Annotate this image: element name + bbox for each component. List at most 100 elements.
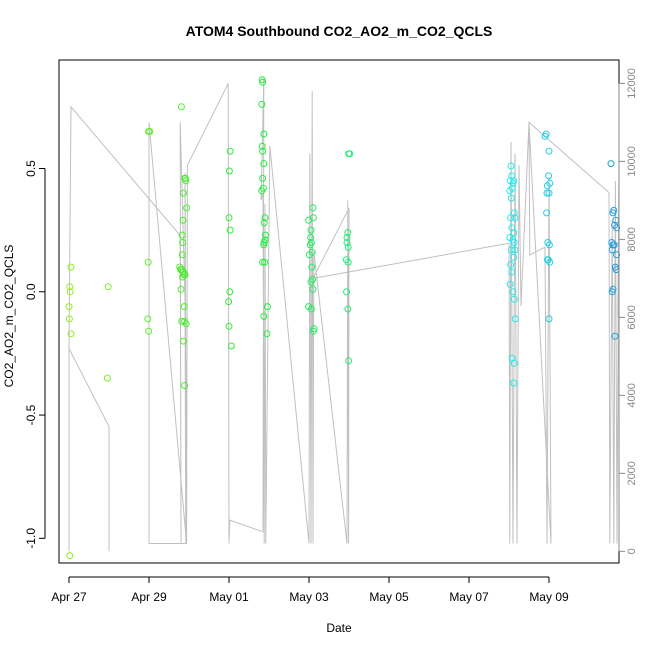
data-point xyxy=(543,189,551,197)
y2-tick-label: 4000 xyxy=(626,383,638,407)
data-point xyxy=(507,214,515,222)
x-tick-label: May 03 xyxy=(289,590,329,604)
data-point xyxy=(307,234,315,241)
altitude-line-series xyxy=(68,79,620,552)
data-point xyxy=(510,239,518,246)
data-point xyxy=(66,283,74,291)
x-tick-label: Apr 29 xyxy=(131,590,167,604)
data-point xyxy=(261,236,269,244)
data-point xyxy=(343,239,351,246)
data-point xyxy=(183,204,191,212)
data-point xyxy=(546,258,554,266)
data-point xyxy=(144,258,152,266)
data-point xyxy=(261,231,269,239)
data-point xyxy=(308,263,316,271)
data-point xyxy=(344,243,352,251)
data-point xyxy=(260,130,268,138)
data-point xyxy=(182,320,190,328)
data-point xyxy=(145,327,153,335)
data-point xyxy=(146,128,154,135)
data-point xyxy=(545,189,553,197)
data-point xyxy=(179,189,187,197)
data-point xyxy=(309,327,317,335)
data-point xyxy=(67,330,75,338)
altitude-line-layer xyxy=(68,79,620,552)
data-point xyxy=(507,246,515,254)
data-point xyxy=(104,283,112,291)
data-point xyxy=(260,241,268,249)
data-point xyxy=(225,214,233,222)
data-point xyxy=(67,263,75,271)
data-point xyxy=(103,374,111,382)
data-point xyxy=(263,330,271,338)
data-point xyxy=(507,162,515,170)
data-point xyxy=(180,303,188,311)
data-point xyxy=(178,251,186,259)
data-point xyxy=(258,142,266,150)
data-point xyxy=(510,253,518,261)
data-point xyxy=(178,231,186,239)
data-point xyxy=(177,103,185,111)
data-point xyxy=(510,209,518,217)
data-point xyxy=(225,298,233,306)
data-point xyxy=(511,315,519,323)
y-tick-label: -1.0 xyxy=(24,528,38,549)
data-point xyxy=(260,160,268,168)
data-point xyxy=(543,209,551,217)
y2-tick-label: 12000 xyxy=(626,68,638,99)
data-point xyxy=(545,147,553,155)
data-point xyxy=(510,379,518,387)
data-point xyxy=(306,241,314,249)
data-point xyxy=(344,305,352,313)
x-tick-label: Apr 27 xyxy=(51,590,87,604)
data-point xyxy=(309,204,317,212)
data-point xyxy=(181,174,189,182)
data-point xyxy=(608,246,616,254)
y-tick-label: 0.5 xyxy=(24,160,38,177)
data-point xyxy=(545,315,553,323)
data-point xyxy=(510,177,518,185)
data-point xyxy=(260,312,268,320)
data-point xyxy=(258,187,266,195)
data-point xyxy=(226,147,234,155)
data-point xyxy=(307,305,315,313)
axes-layer: Apr 27 Apr 29 May 01 May 03 May 05 May 07 May … xyxy=(24,59,638,604)
data-point xyxy=(511,214,519,222)
data-point xyxy=(543,182,551,190)
chart-title: ATOM4 Southbound CO2_AO2_m_CO2_QCLS xyxy=(186,23,493,39)
x-tick-label: May 07 xyxy=(449,590,489,604)
data-point xyxy=(258,76,266,84)
y2-tick-label: 10000 xyxy=(626,146,638,177)
data-point xyxy=(179,216,187,224)
data-point xyxy=(307,226,315,234)
y-tick-label: 0.0 xyxy=(24,283,38,300)
data-point xyxy=(65,303,73,311)
data-point xyxy=(345,357,353,365)
data-point xyxy=(179,337,187,345)
y2-tick-label: 2000 xyxy=(626,461,638,485)
data-point xyxy=(344,229,352,237)
data-point xyxy=(309,275,317,283)
data-point xyxy=(263,303,271,311)
data-point xyxy=(225,167,233,175)
data-point xyxy=(261,258,269,266)
x-tick-label: May 09 xyxy=(529,590,569,604)
data-point xyxy=(607,160,615,168)
data-point xyxy=(259,174,267,182)
data-point xyxy=(613,224,621,232)
y2-tick-label: 8000 xyxy=(626,227,638,251)
data-point xyxy=(508,268,516,276)
data-point xyxy=(344,258,352,266)
x-axis-label: Date xyxy=(326,621,352,635)
data-point xyxy=(507,261,515,269)
data-point xyxy=(179,239,187,246)
data-point xyxy=(260,219,268,227)
data-point xyxy=(177,285,185,293)
data-point xyxy=(506,187,514,195)
data-point xyxy=(258,100,266,108)
data-point xyxy=(345,150,353,158)
data-point xyxy=(611,332,619,340)
data-point xyxy=(226,288,234,296)
data-point xyxy=(510,295,518,303)
